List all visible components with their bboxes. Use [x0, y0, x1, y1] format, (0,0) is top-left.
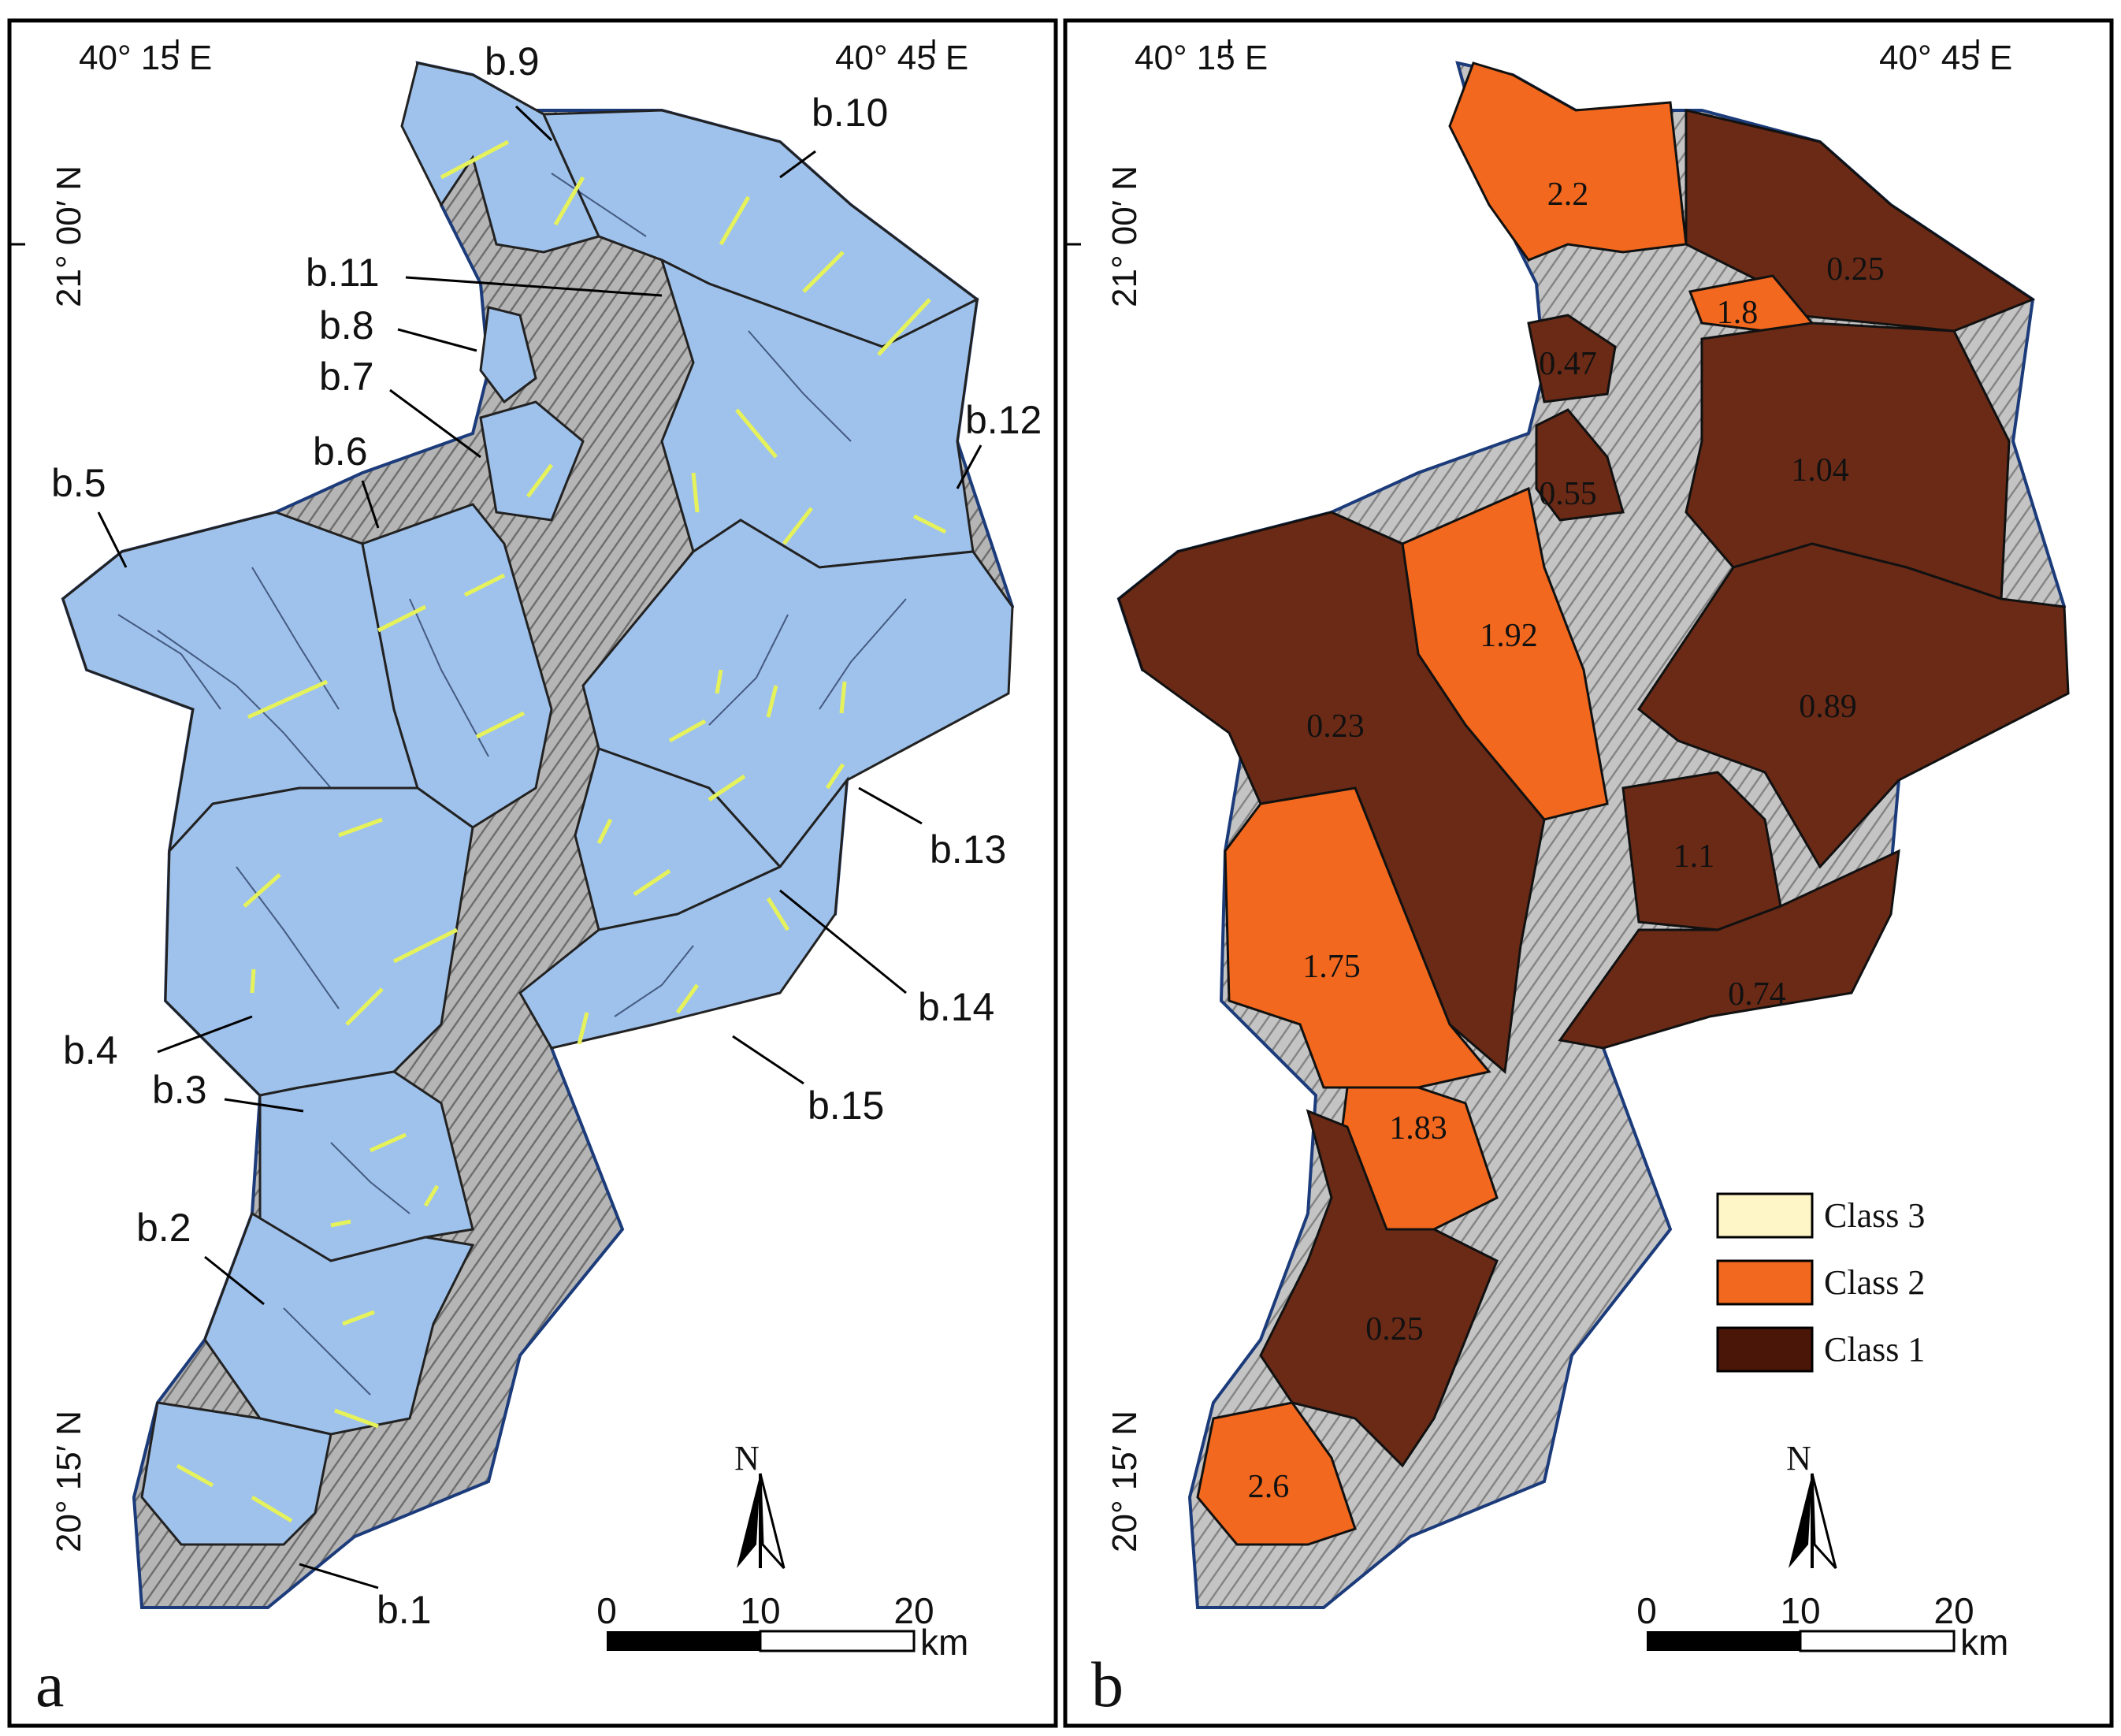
basin-b2 [203, 1211, 475, 1436]
lat-top-a: 21° 00′ N [50, 165, 88, 307]
basins-b [1117, 61, 2070, 1546]
label-b2: b.2 [136, 1206, 191, 1250]
label-b3: b.3 [152, 1068, 207, 1112]
value-b3: 1.83 [1389, 1110, 1447, 1147]
value-b11: 1.8 [1717, 295, 1759, 331]
leader-lines-a [97, 105, 982, 1589]
basin-b15-class [1558, 849, 1900, 1050]
svg-text:N: N [1786, 1439, 1811, 1478]
value-b1: 2.6 [1248, 1469, 1290, 1505]
basin-b9-class [1448, 61, 1688, 262]
lat-bottom-b: 20° 15′ N [1105, 1411, 1144, 1552]
value-b15: 0.74 [1728, 976, 1786, 1013]
svg-text:N: N [734, 1439, 760, 1478]
lon-left-a: 40° 15 E [79, 39, 212, 77]
basin-b2-class [1259, 1109, 1499, 1468]
label-b10: b.10 [812, 91, 888, 135]
legend-swatch-class3 [1716, 1192, 1814, 1239]
label-b8: b.8 [319, 303, 374, 348]
legend-b: Class 3 Class 2 Class 1 [1716, 1192, 1925, 1373]
svg-text:km: km [1960, 1622, 2008, 1663]
svg-text:10: 10 [740, 1590, 780, 1631]
value-b4: 1.75 [1302, 949, 1361, 985]
basin-b1 [140, 1401, 332, 1546]
legend-label-class2: Class 2 [1824, 1263, 1925, 1302]
value-b10: 0.25 [1826, 251, 1885, 288]
drainage-network-a [117, 173, 907, 1396]
basin-values-b: 2.2 1.8 0.25 0.47 0.55 1.04 1.92 0.23 0.… [1248, 177, 1885, 1505]
scalebar-a: 0 10 20 km [596, 1590, 968, 1663]
legend-label-class3: Class 3 [1824, 1196, 1925, 1235]
legend-swatch-class1 [1716, 1326, 1814, 1373]
svg-text:10: 10 [1780, 1590, 1820, 1631]
value-b12: 1.04 [1791, 452, 1849, 489]
lon-right-a: 40° 45 E [835, 39, 968, 77]
svg-text:0: 0 [596, 1590, 617, 1631]
label-b5: b.5 [51, 461, 106, 505]
north-arrow-b: N [1786, 1439, 1837, 1570]
panel-a: b.9 b.10 b.11 b.8 b.7 b.6 b.5 b.12 b.13 … [7, 18, 1058, 1728]
legend-swatch-class2 [1716, 1259, 1814, 1306]
svg-text:20: 20 [1933, 1590, 1974, 1631]
north-arrow-a: N [734, 1439, 786, 1570]
lon-right-b: 40° 45 E [1879, 39, 2012, 77]
label-b11: b.11 [306, 251, 380, 295]
label-b13: b.13 [930, 827, 1006, 872]
value-b13: 0.89 [1799, 689, 1857, 725]
label-b4: b.4 [63, 1028, 118, 1072]
lat-top-b: 21° 00′ N [1105, 165, 1144, 307]
value-b8: 0.47 [1539, 346, 1597, 382]
label-b12: b.12 [965, 398, 1042, 442]
svg-text:km: km [920, 1622, 968, 1663]
panel-letter-a: a [35, 1649, 64, 1720]
panel-letter-b: b [1091, 1649, 1124, 1720]
basins-a [61, 61, 1014, 1546]
lat-bottom-a: 20° 15′ N [50, 1411, 88, 1552]
label-b6: b.6 [313, 429, 368, 474]
value-b6: 1.92 [1480, 618, 1538, 654]
scalebar-b: 0 10 20 km [1636, 1590, 2008, 1663]
basin-b13-class [1636, 542, 2070, 869]
label-b14: b.14 [918, 985, 994, 1029]
basin-b7-class [1535, 408, 1625, 522]
panel-b: 2.2 1.8 0.25 0.47 0.55 1.04 1.92 0.23 0.… [1063, 18, 2114, 1728]
basin-b6 [361, 503, 553, 829]
label-b15: b.15 [808, 1084, 884, 1128]
value-b9: 2.2 [1547, 177, 1589, 213]
lineaments-a [176, 139, 947, 1523]
value-b2: 0.25 [1365, 1311, 1424, 1348]
legend-label-class1: Class 1 [1824, 1330, 1925, 1369]
basin-b8-class [1527, 314, 1617, 403]
basin-b15 [518, 776, 849, 1050]
label-b1: b.1 [377, 1588, 432, 1632]
value-b14: 1.1 [1673, 838, 1715, 875]
value-b7: 0.55 [1539, 476, 1597, 512]
label-b7: b.7 [319, 355, 374, 399]
basin-b8 [479, 306, 537, 404]
lon-left-b: 40° 15 E [1135, 39, 1268, 77]
basin-b9 [400, 61, 601, 254]
svg-text:0: 0 [1636, 1590, 1657, 1631]
basin-labels-a: b.9 b.10 b.11 b.8 b.7 b.6 b.5 b.12 b.13 … [51, 39, 1042, 1632]
svg-text:20: 20 [893, 1590, 934, 1631]
basin-b7 [479, 400, 585, 522]
label-b9: b.9 [485, 39, 540, 84]
value-b5: 0.23 [1306, 708, 1365, 745]
basin-b1-class [1196, 1401, 1357, 1546]
